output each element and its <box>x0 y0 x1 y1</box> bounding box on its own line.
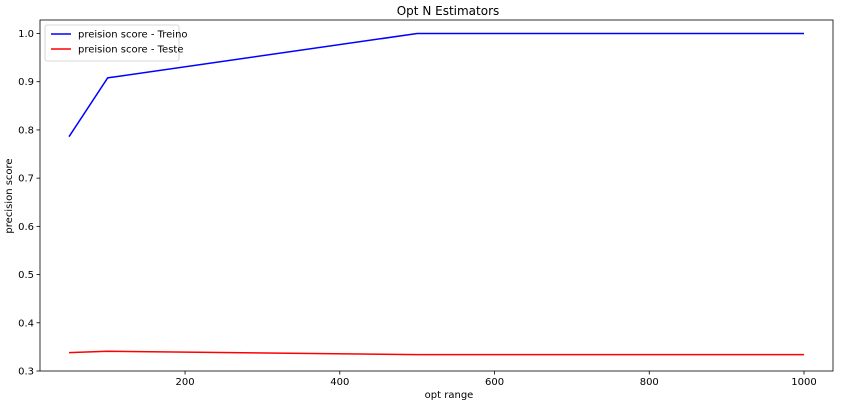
x-tick-label: 400 <box>330 377 349 388</box>
x-tick-label: 800 <box>640 377 659 388</box>
y-axis-label: precision score <box>4 158 15 233</box>
y-tick-label: 0.5 <box>18 270 34 281</box>
y-tick-label: 0.3 <box>18 367 34 378</box>
legend-label-0: preision score - Treino <box>78 30 188 41</box>
y-tick-label: 0.6 <box>18 222 34 233</box>
series-line-1 <box>68 350 804 356</box>
plot-frame <box>39 19 834 372</box>
series-layer <box>68 32 804 356</box>
y-tick-label: 0.8 <box>18 125 34 136</box>
ticks-layer: 200 400 600 800 1000 0.3 0.4 0.5 0.6 0.7 0.8 0.9 1.0 <box>18 29 817 388</box>
y-tick-label: 1.0 <box>18 29 34 40</box>
series-line-0 <box>68 32 804 138</box>
plot-area <box>40 20 833 371</box>
x-tick-label: 600 <box>485 377 504 388</box>
legend: preision score - Treino preision score - … <box>44 24 188 62</box>
y-tick-label: 0.7 <box>18 174 34 185</box>
x-tick-label: 200 <box>176 377 195 388</box>
x-axis-label: opt range <box>425 390 474 401</box>
legend-label-1: preision score - Teste <box>78 45 183 56</box>
x-tick-label: 1000 <box>791 377 816 388</box>
y-tick-label: 0.9 <box>18 77 34 88</box>
y-tick-label: 0.4 <box>18 318 34 329</box>
chart-title: Opt N Estimators <box>397 4 500 18</box>
legend-box <box>44 24 180 62</box>
